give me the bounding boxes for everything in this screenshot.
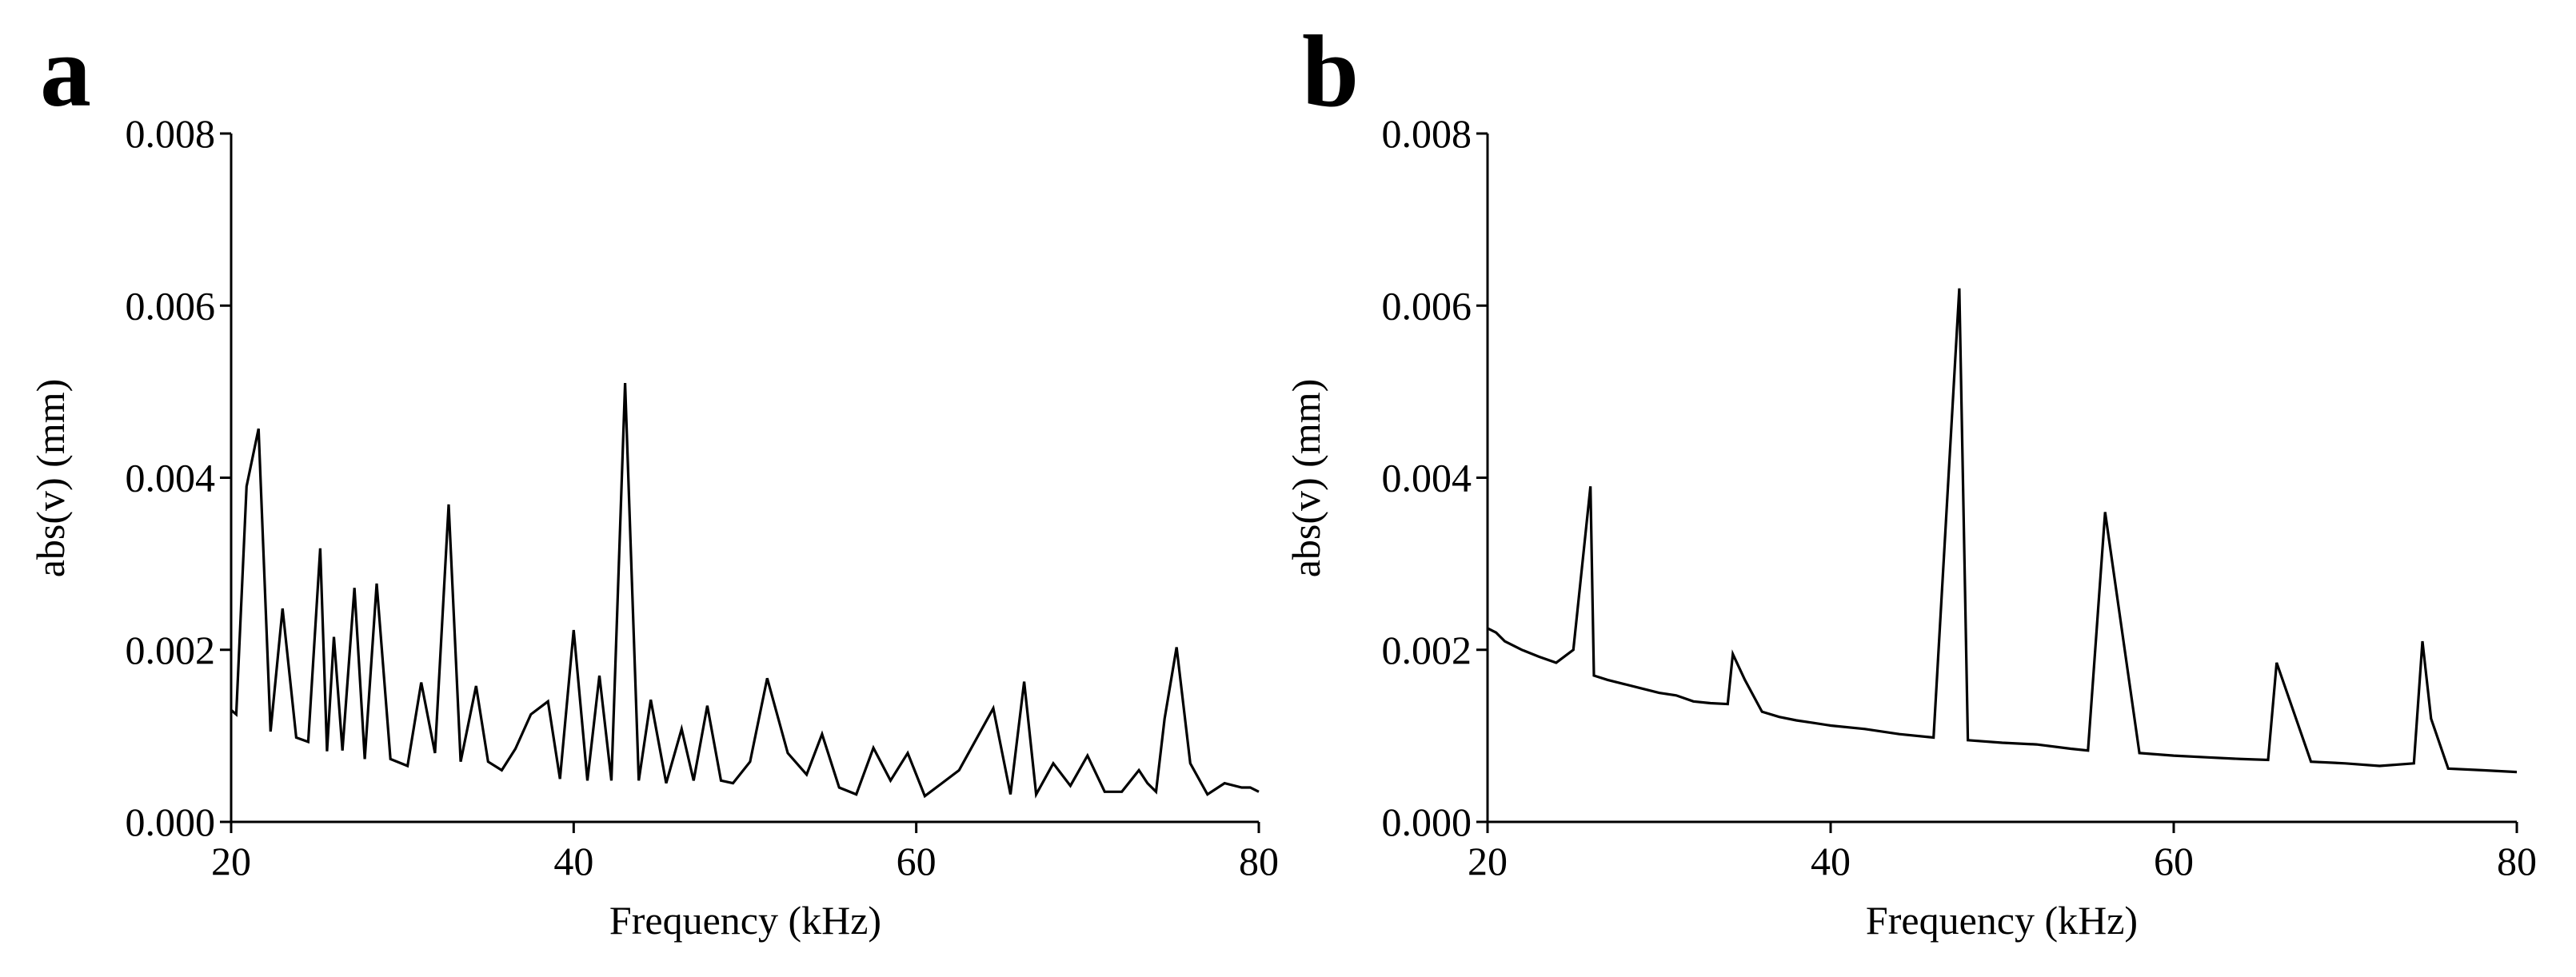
x-axis-title: Frequency (kHz) (1866, 898, 2138, 943)
series-line-a-0 (230, 383, 1260, 799)
y-tick-label: 0.004 (126, 456, 216, 500)
chart-panel-b: b 0.000 0.002 0.004 0.006 0.008 20 40 60 80 Freque… (1284, 14, 2537, 943)
y-axis-title: abs(v) (mm) (1284, 379, 1328, 578)
y-tick-label: 0.002 (1382, 628, 1472, 672)
x-tick-label: 20 (211, 839, 251, 883)
y-tick-label: 0.008 (126, 111, 216, 156)
x-tick-label: 80 (1239, 839, 1279, 883)
chart-panel-a: a 0.000 0.002 0.004 0.006 0.008 20 40 60 80 Freque… (28, 14, 1279, 943)
y-tick-label: 0.004 (1382, 456, 1472, 500)
x-tick-label: 60 (2154, 839, 2194, 883)
panel-a-letter: a (40, 14, 91, 128)
y-tick-label: 0.000 (126, 800, 216, 844)
x-tick-label: 80 (2497, 839, 2537, 883)
y-axis-title: abs(v) (mm) (28, 379, 73, 578)
y-tick-label: 0.002 (126, 628, 216, 672)
x-tick-label: 20 (1468, 839, 1508, 883)
x-tick-label: 40 (553, 839, 593, 883)
series-line-b-0 (1487, 288, 2518, 774)
y-tick-label: 0.006 (126, 283, 216, 328)
y-tick-label: 0.006 (1382, 283, 1472, 328)
y-tick-label: 0.000 (1382, 800, 1472, 844)
y-tick-label: 0.008 (1382, 111, 1472, 156)
x-tick-label: 40 (1811, 839, 1851, 883)
x-axis-title: Frequency (kHz) (609, 898, 881, 943)
x-tick-label: 60 (897, 839, 937, 883)
panel-b-letter: b (1302, 14, 1359, 128)
